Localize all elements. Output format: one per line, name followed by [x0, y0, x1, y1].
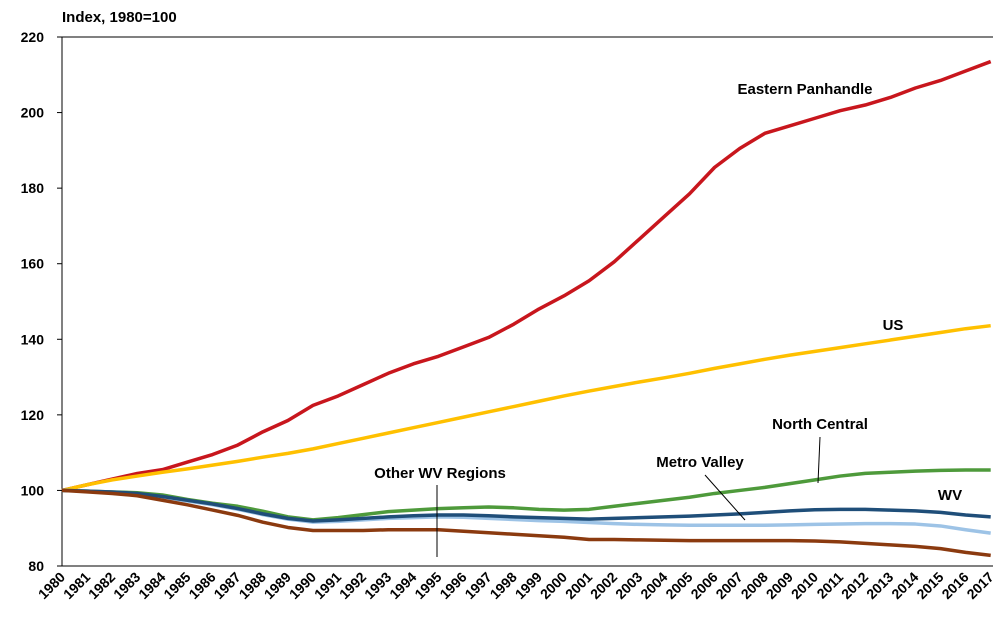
x-tick-label: 2003 — [612, 569, 645, 602]
x-tick-label: 1998 — [487, 569, 520, 602]
x-tick-label: 1997 — [461, 569, 494, 602]
leader-line — [817, 436, 821, 484]
x-tick-label: 2017 — [963, 569, 993, 602]
series-label: US — [883, 317, 904, 334]
y-tick-label: 80 — [28, 558, 44, 574]
y-axis-label: Index, 1980=100 — [62, 9, 177, 26]
plot-frame — [61, 36, 993, 567]
x-tick-label: 1984 — [135, 569, 168, 602]
y-tick-label: 180 — [21, 180, 45, 196]
y-tick-label: 140 — [21, 331, 45, 347]
series-line — [61, 59, 992, 493]
series-line — [61, 323, 991, 493]
x-tick-label: 1995 — [411, 569, 444, 602]
x-tick-label: 2004 — [637, 569, 670, 602]
x-tick-label: 2002 — [587, 569, 620, 602]
x-tick-label: 1996 — [436, 569, 469, 602]
x-tick-label: 1986 — [185, 569, 218, 602]
y-tick-label: 160 — [21, 256, 45, 272]
x-tick-label: 2006 — [687, 569, 720, 602]
y-tick-label: 220 — [21, 29, 45, 45]
x-tick-label: 1987 — [210, 569, 243, 602]
series-line — [61, 488, 991, 523]
series-line — [61, 488, 991, 535]
series-label: Eastern Panhandle — [737, 81, 872, 98]
x-tick-label: 2001 — [562, 569, 595, 602]
x-tick-label: 2016 — [938, 569, 971, 602]
x-tick-label: 2011 — [813, 569, 846, 602]
y-tick-label: 100 — [21, 482, 45, 498]
series-line — [61, 488, 991, 558]
x-tick-label: 1982 — [85, 569, 118, 602]
series-label: WV — [938, 487, 962, 504]
x-tick-label: 1988 — [236, 569, 269, 602]
x-tick-label: 1985 — [160, 569, 193, 602]
x-tick-label: 2009 — [763, 569, 796, 602]
x-tick-label: 2010 — [788, 569, 821, 602]
x-tick-label: 1993 — [361, 569, 394, 602]
x-tick-label: 2013 — [863, 569, 896, 602]
x-tick-label: 2012 — [838, 569, 871, 602]
y-tick-label: 200 — [21, 105, 45, 121]
x-tick-label: 1983 — [110, 569, 143, 602]
x-tick-label: 1990 — [286, 569, 319, 602]
x-tick-label: 1992 — [336, 569, 369, 602]
x-tick-label: 2015 — [913, 569, 946, 602]
series-line — [61, 468, 991, 522]
series-label: North Central — [772, 416, 868, 433]
x-tick-label: 2008 — [738, 569, 771, 602]
x-tick-label: 1989 — [261, 569, 294, 602]
x-tick-label: 1981 — [60, 569, 93, 602]
x-tick-label: 1991 — [311, 569, 344, 602]
series-label: Metro Valley — [656, 454, 744, 471]
x-tick-label: 2005 — [662, 569, 695, 602]
x-tick-label: 1999 — [512, 569, 545, 602]
x-tick-label: 1994 — [386, 569, 419, 602]
y-tick-label: 120 — [21, 407, 45, 423]
x-tick-label: 2007 — [712, 569, 745, 602]
series-label: Other WV Regions — [374, 465, 506, 482]
leader-line — [704, 474, 746, 521]
x-tick-label: 2014 — [888, 569, 921, 602]
x-tick-label: 2000 — [537, 569, 570, 602]
